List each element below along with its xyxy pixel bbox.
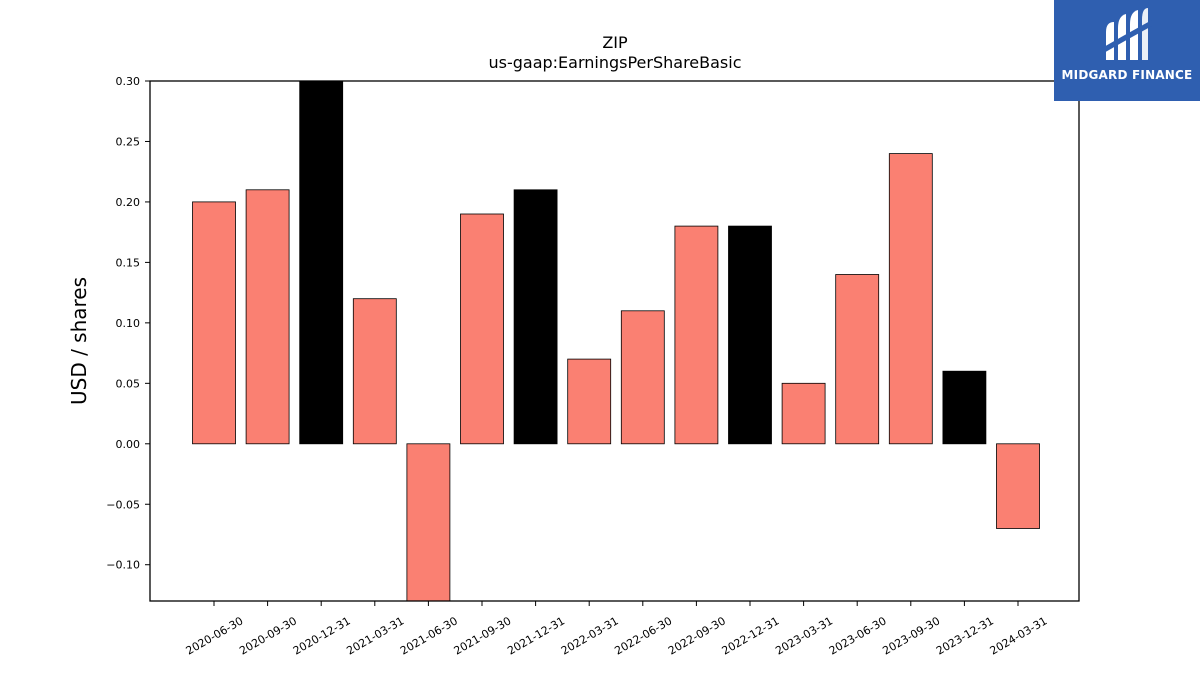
y-tick-label: 0.05 (116, 377, 141, 390)
y-tick-label: 0.20 (116, 196, 141, 209)
bar-2021-03-31 (352, 298, 397, 445)
bars-layer (192, 80, 1040, 602)
bar-2022-06-30 (620, 310, 665, 445)
bar-2021-12-31 (513, 189, 558, 445)
x-axis-ticks: 2020-06-302020-09-302020-12-312021-03-31… (184, 601, 1050, 658)
bar-2022-12-31 (728, 225, 772, 445)
bar-2020-09-30 (245, 189, 290, 445)
y-tick-label: 0.15 (116, 256, 141, 269)
bar-2023-09-30 (888, 153, 933, 445)
y-tick-label: −0.10 (106, 559, 140, 572)
midgard-m-logo-icon (1102, 8, 1152, 60)
bar-2021-09-30 (460, 213, 504, 445)
x-tick-label: 2021-06-30 (398, 614, 460, 657)
bar-2022-03-31 (567, 358, 612, 445)
x-tick-label: 2020-09-30 (237, 614, 299, 657)
x-tick-label: 2023-12-31 (934, 614, 996, 657)
bar-2023-06-30 (835, 274, 880, 445)
x-tick-label: 2020-06-30 (184, 614, 246, 657)
bar-2023-12-31 (942, 370, 987, 445)
x-tick-label: 2021-12-31 (505, 614, 567, 657)
bar-2020-06-30 (192, 201, 236, 445)
x-tick-label: 2022-06-30 (612, 614, 674, 657)
y-tick-label: −0.05 (106, 498, 140, 511)
bar-2023-03-31 (781, 382, 826, 445)
brand-name: MIDGARD FINANCE (1061, 68, 1193, 82)
brand-logo: MIDGARD FINANCE (1054, 0, 1200, 101)
y-axis-label: USD / shares (67, 277, 91, 405)
x-tick-label: 2022-12-31 (720, 614, 782, 657)
bar-2021-06-30 (406, 443, 451, 602)
y-tick-label: 0.25 (116, 135, 141, 148)
chart-title: ZIP (602, 33, 628, 52)
x-tick-label: 2021-03-31 (344, 614, 406, 657)
y-tick-label: 0.30 (116, 75, 141, 88)
y-tick-label: 0.10 (116, 317, 141, 330)
bar-2024-03-31 (996, 443, 1040, 529)
x-tick-label: 2021-09-30 (452, 614, 514, 657)
x-tick-label: 2024-03-31 (988, 614, 1050, 657)
x-tick-label: 2020-12-31 (291, 614, 353, 657)
chart-subtitle: us-gaap:EarningsPerShareBasic (488, 53, 741, 72)
y-tick-label: 0.00 (116, 438, 141, 451)
x-tick-label: 2023-06-30 (827, 614, 889, 657)
x-tick-label: 2022-03-31 (559, 614, 621, 657)
x-tick-label: 2023-03-31 (773, 614, 835, 657)
y-axis-ticks: 0.30 0.25 0.20 0.15 0.10 0.05 0.00 −0.05 −0.10 (106, 75, 150, 572)
x-tick-label: 2023-09-30 (880, 614, 942, 657)
x-tick-label: 2022-09-30 (666, 614, 728, 657)
bar-2020-12-31 (299, 80, 344, 445)
plot-frame (149, 80, 1080, 602)
bar-2022-09-30 (674, 225, 719, 445)
